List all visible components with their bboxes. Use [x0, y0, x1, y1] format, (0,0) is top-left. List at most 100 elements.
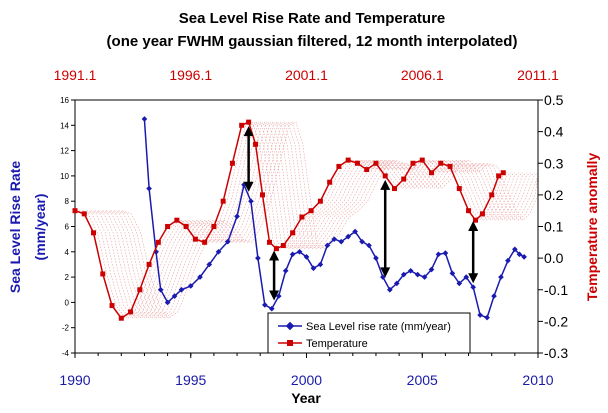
sea-level-point — [456, 280, 463, 287]
legend-marker-sea-level — [285, 321, 295, 331]
sea-level-point — [421, 274, 428, 280]
temperature-point — [100, 271, 106, 277]
temperature-point — [373, 160, 379, 166]
x-axis-label: Year — [291, 390, 321, 406]
bottom-axis: 1990 1995 2000 2005 2010 — [59, 353, 554, 388]
temperature-point — [246, 119, 252, 125]
temperature-point — [299, 214, 305, 220]
sea-level-point — [393, 280, 400, 287]
temperature-point — [266, 239, 272, 245]
left-tick-label: 10 — [60, 172, 69, 181]
left-axis-label-line2: (mm/year) — [32, 194, 48, 261]
sea-level-point — [317, 261, 324, 268]
temperature-point — [239, 122, 245, 128]
sea-level-point — [400, 271, 407, 278]
right-tick-label: 0.2 — [544, 187, 564, 203]
sea-level-point — [338, 238, 345, 245]
sea-level-point — [178, 286, 185, 293]
temperature-point — [253, 141, 259, 147]
right-tick-label: 0.1 — [544, 219, 564, 235]
right-tick-label: 0.0 — [544, 250, 564, 266]
right-tick-label: -0.1 — [544, 282, 568, 298]
temperature-point — [472, 217, 478, 223]
sea-level-point — [512, 246, 518, 253]
left-tick-label: 0 — [65, 298, 70, 307]
sea-level-point — [516, 251, 523, 258]
temperature-point — [308, 208, 314, 214]
temperature-band-line — [118, 121, 539, 319]
sea-level-point — [428, 266, 435, 273]
sea-level-point — [442, 250, 449, 256]
temperature-point — [91, 230, 97, 236]
sea-level-point — [477, 312, 483, 318]
top-tick-label: 2006.1 — [401, 67, 444, 83]
left-tick-label: 14 — [60, 121, 69, 130]
temperature-point — [401, 176, 407, 182]
temperature-point — [382, 173, 388, 179]
sea-level-point — [449, 270, 456, 277]
x-tick-label: 1995 — [175, 372, 206, 388]
legend-label-sea-level: Sea Level rise rate (mm/year) — [306, 321, 451, 333]
left-tick-label: 12 — [60, 147, 69, 156]
left-tick-label: 8 — [65, 197, 70, 206]
sea-level-point — [387, 286, 393, 293]
temperature-point — [72, 208, 78, 214]
sea-level-point — [331, 236, 338, 242]
sea-level-point — [414, 271, 421, 278]
sea-level-point — [255, 255, 261, 261]
x-tick-label: 1990 — [59, 372, 90, 388]
left-tick-label: 2 — [65, 273, 70, 282]
sea-level-point — [359, 238, 365, 245]
temperature-point — [260, 192, 266, 198]
sea-level-point — [146, 185, 152, 192]
temperature-point — [500, 170, 506, 176]
sea-level-point — [224, 238, 231, 245]
temperature-point — [137, 287, 143, 293]
sea-level-point — [268, 305, 275, 312]
top-tick-label: 1991.1 — [54, 67, 97, 83]
right-tick-label: 0.5 — [544, 92, 564, 108]
temperature-point — [496, 173, 502, 179]
sea-level-point — [282, 267, 289, 274]
chart-title: Sea Level Rise Rate and Temperature — [179, 10, 446, 27]
temperature-point — [290, 230, 296, 236]
arrow-head-down — [468, 273, 479, 284]
temperature-point — [229, 160, 235, 166]
arrow-annotations — [243, 126, 479, 301]
legend: Sea Level rise rate (mm/year) Temperatur… — [267, 312, 471, 354]
top-axis: 1991.1 1996.1 2001.1 2006.1 2011.1 — [54, 67, 560, 83]
temperature-band-line — [78, 121, 508, 319]
temperature-point — [118, 315, 124, 321]
temperature-point — [419, 157, 425, 163]
sea-level-point — [521, 254, 527, 260]
arrow-head-up — [269, 250, 280, 261]
sea-level-point — [463, 274, 470, 280]
temperature-band-line — [114, 121, 539, 319]
temperature-point — [183, 224, 189, 229]
right-tick-label: 0.4 — [544, 124, 564, 140]
temperature-band-line — [98, 121, 528, 319]
sea-level-point — [275, 293, 282, 299]
right-tick-label: -0.3 — [544, 345, 568, 361]
right-tick-label: -0.2 — [544, 313, 568, 329]
sea-level-point — [248, 198, 254, 205]
sea-level-point — [380, 274, 386, 280]
temperature-point — [165, 224, 171, 229]
temperature-band-line — [106, 121, 535, 319]
temperature-point — [202, 239, 208, 245]
temperature-point — [447, 163, 453, 169]
temperature-point — [327, 179, 333, 185]
sea-level-point — [310, 265, 317, 272]
temperature-point — [364, 167, 370, 173]
sea-level-point — [303, 254, 310, 260]
sea-level-point — [435, 251, 442, 258]
temperature-point — [466, 208, 472, 214]
temperature-point — [410, 160, 416, 166]
temperature-point — [128, 309, 134, 315]
top-tick-label: 2011.1 — [517, 67, 559, 83]
left-tick-label: -2 — [62, 324, 70, 333]
left-tick-label: 16 — [60, 96, 69, 105]
temperature-point — [109, 303, 115, 309]
temperature-point — [479, 211, 485, 217]
